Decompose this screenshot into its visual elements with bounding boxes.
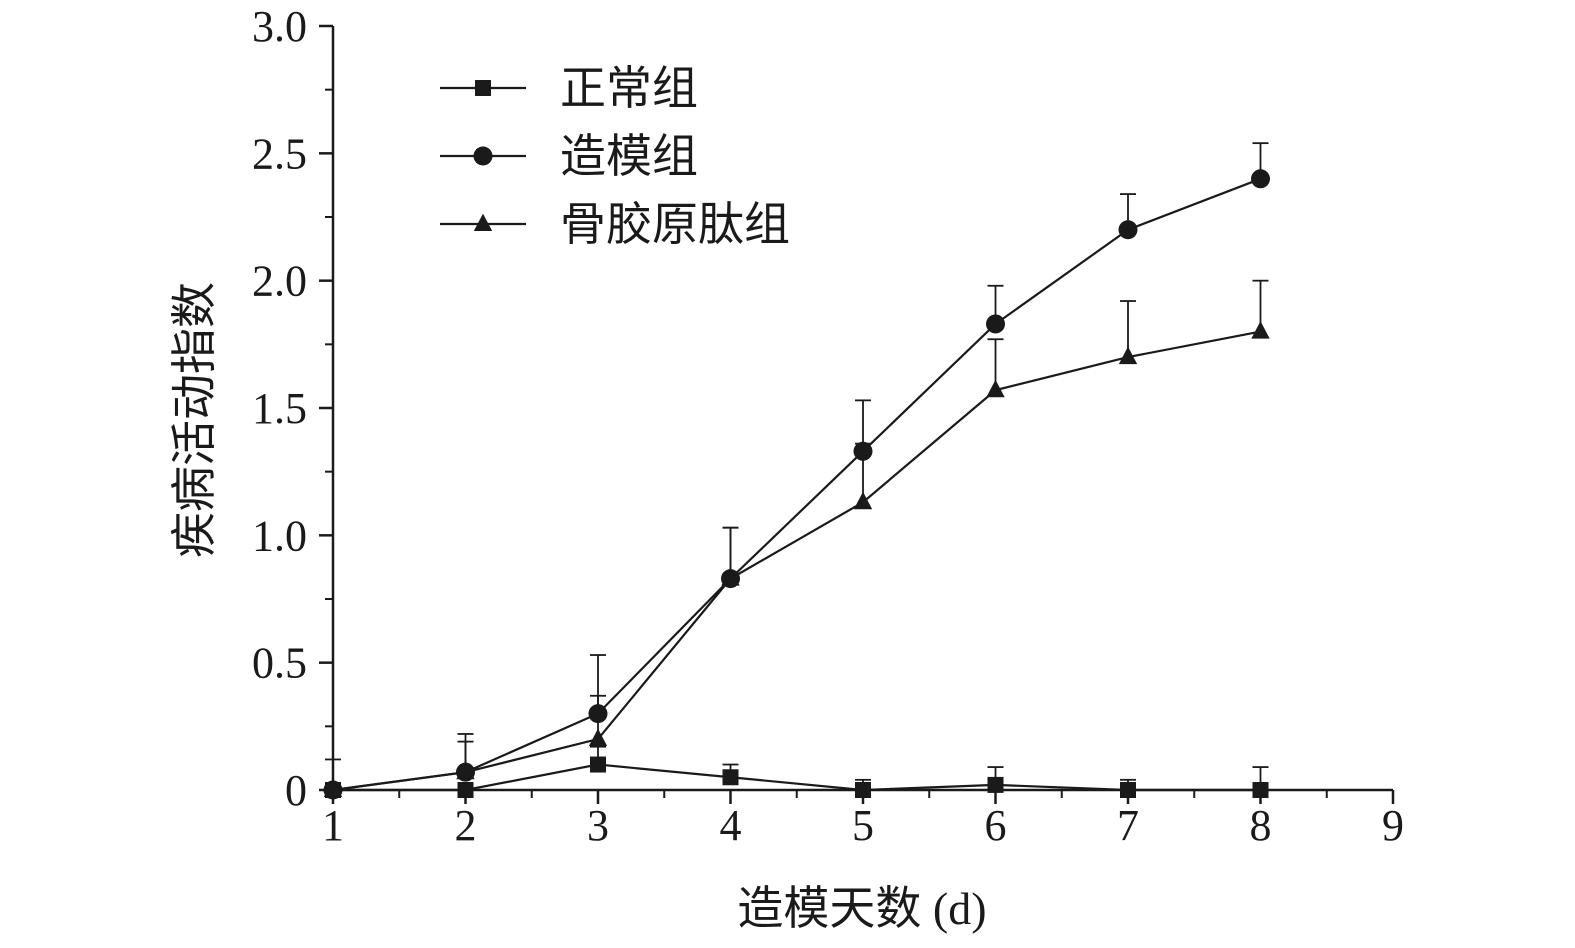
- x-tick-label: 9: [1382, 801, 1404, 850]
- data-point: [323, 779, 343, 798]
- y-tick-label: 1.5: [252, 384, 307, 433]
- series-line: [332, 177, 1261, 792]
- legend-marker: [475, 80, 491, 96]
- y-tick-label: 1.0: [252, 511, 307, 560]
- axes: 1 2 3 4 5 6 7 8 9 0 0.5 1.0 1.5 2.0 2.5 3.0: [252, 2, 1404, 850]
- x-tick-label: 1: [322, 801, 344, 850]
- data-point: [987, 776, 1004, 793]
- y-tick-label: 0.5: [252, 639, 307, 688]
- y-axis-title: 疾病活动指数: [169, 282, 220, 558]
- legend-item: 正常组: [440, 63, 698, 114]
- series-circle: [323, 142, 1270, 800]
- data-point: [1120, 782, 1136, 798]
- y-tick-label: 0: [285, 766, 307, 815]
- legend-marker: [473, 213, 493, 232]
- data-point: [590, 756, 606, 773]
- data-point: [457, 782, 474, 798]
- legend-item: 造模组: [440, 131, 698, 182]
- legend-marker: [473, 146, 493, 166]
- legend-item: 骨胶原肽组: [440, 199, 790, 250]
- data-point: [1118, 346, 1138, 365]
- y-tick-label: 3.0: [252, 2, 307, 51]
- data-point: [722, 769, 739, 786]
- data-point: [456, 761, 475, 780]
- legend-label: 骨胶原肽组: [560, 199, 790, 250]
- y-tick-label: 2.5: [252, 129, 307, 178]
- data-point: [1251, 169, 1270, 189]
- series-layer: [323, 142, 1270, 800]
- legend-label: 造模组: [560, 131, 698, 182]
- data-point: [986, 379, 1005, 398]
- data-point: [1118, 220, 1138, 240]
- x-tick-label: 2: [455, 801, 477, 850]
- x-tick-label: 7: [1117, 801, 1139, 850]
- data-point: [853, 491, 873, 510]
- data-point: [986, 314, 1005, 334]
- series-line: [332, 330, 1261, 792]
- series-triangle: [323, 279, 1270, 798]
- data-point: [1251, 321, 1270, 339]
- x-tick-label: 8: [1250, 801, 1272, 850]
- data-point: [588, 728, 608, 747]
- x-tick-label: 3: [587, 801, 609, 850]
- x-tick-label: 6: [985, 801, 1007, 850]
- y-tick-label: 2.0: [252, 257, 307, 306]
- x-tick-label: 4: [720, 801, 742, 850]
- data-point: [1252, 782, 1269, 798]
- data-point: [721, 568, 740, 586]
- data-point: [855, 782, 871, 798]
- series-line: [333, 763, 1261, 792]
- legend-label: 正常组: [560, 63, 698, 114]
- series-square: [325, 745, 1269, 798]
- x-tick-label: 5: [852, 801, 874, 850]
- x-axis-title: 造模天数 (d): [737, 883, 986, 934]
